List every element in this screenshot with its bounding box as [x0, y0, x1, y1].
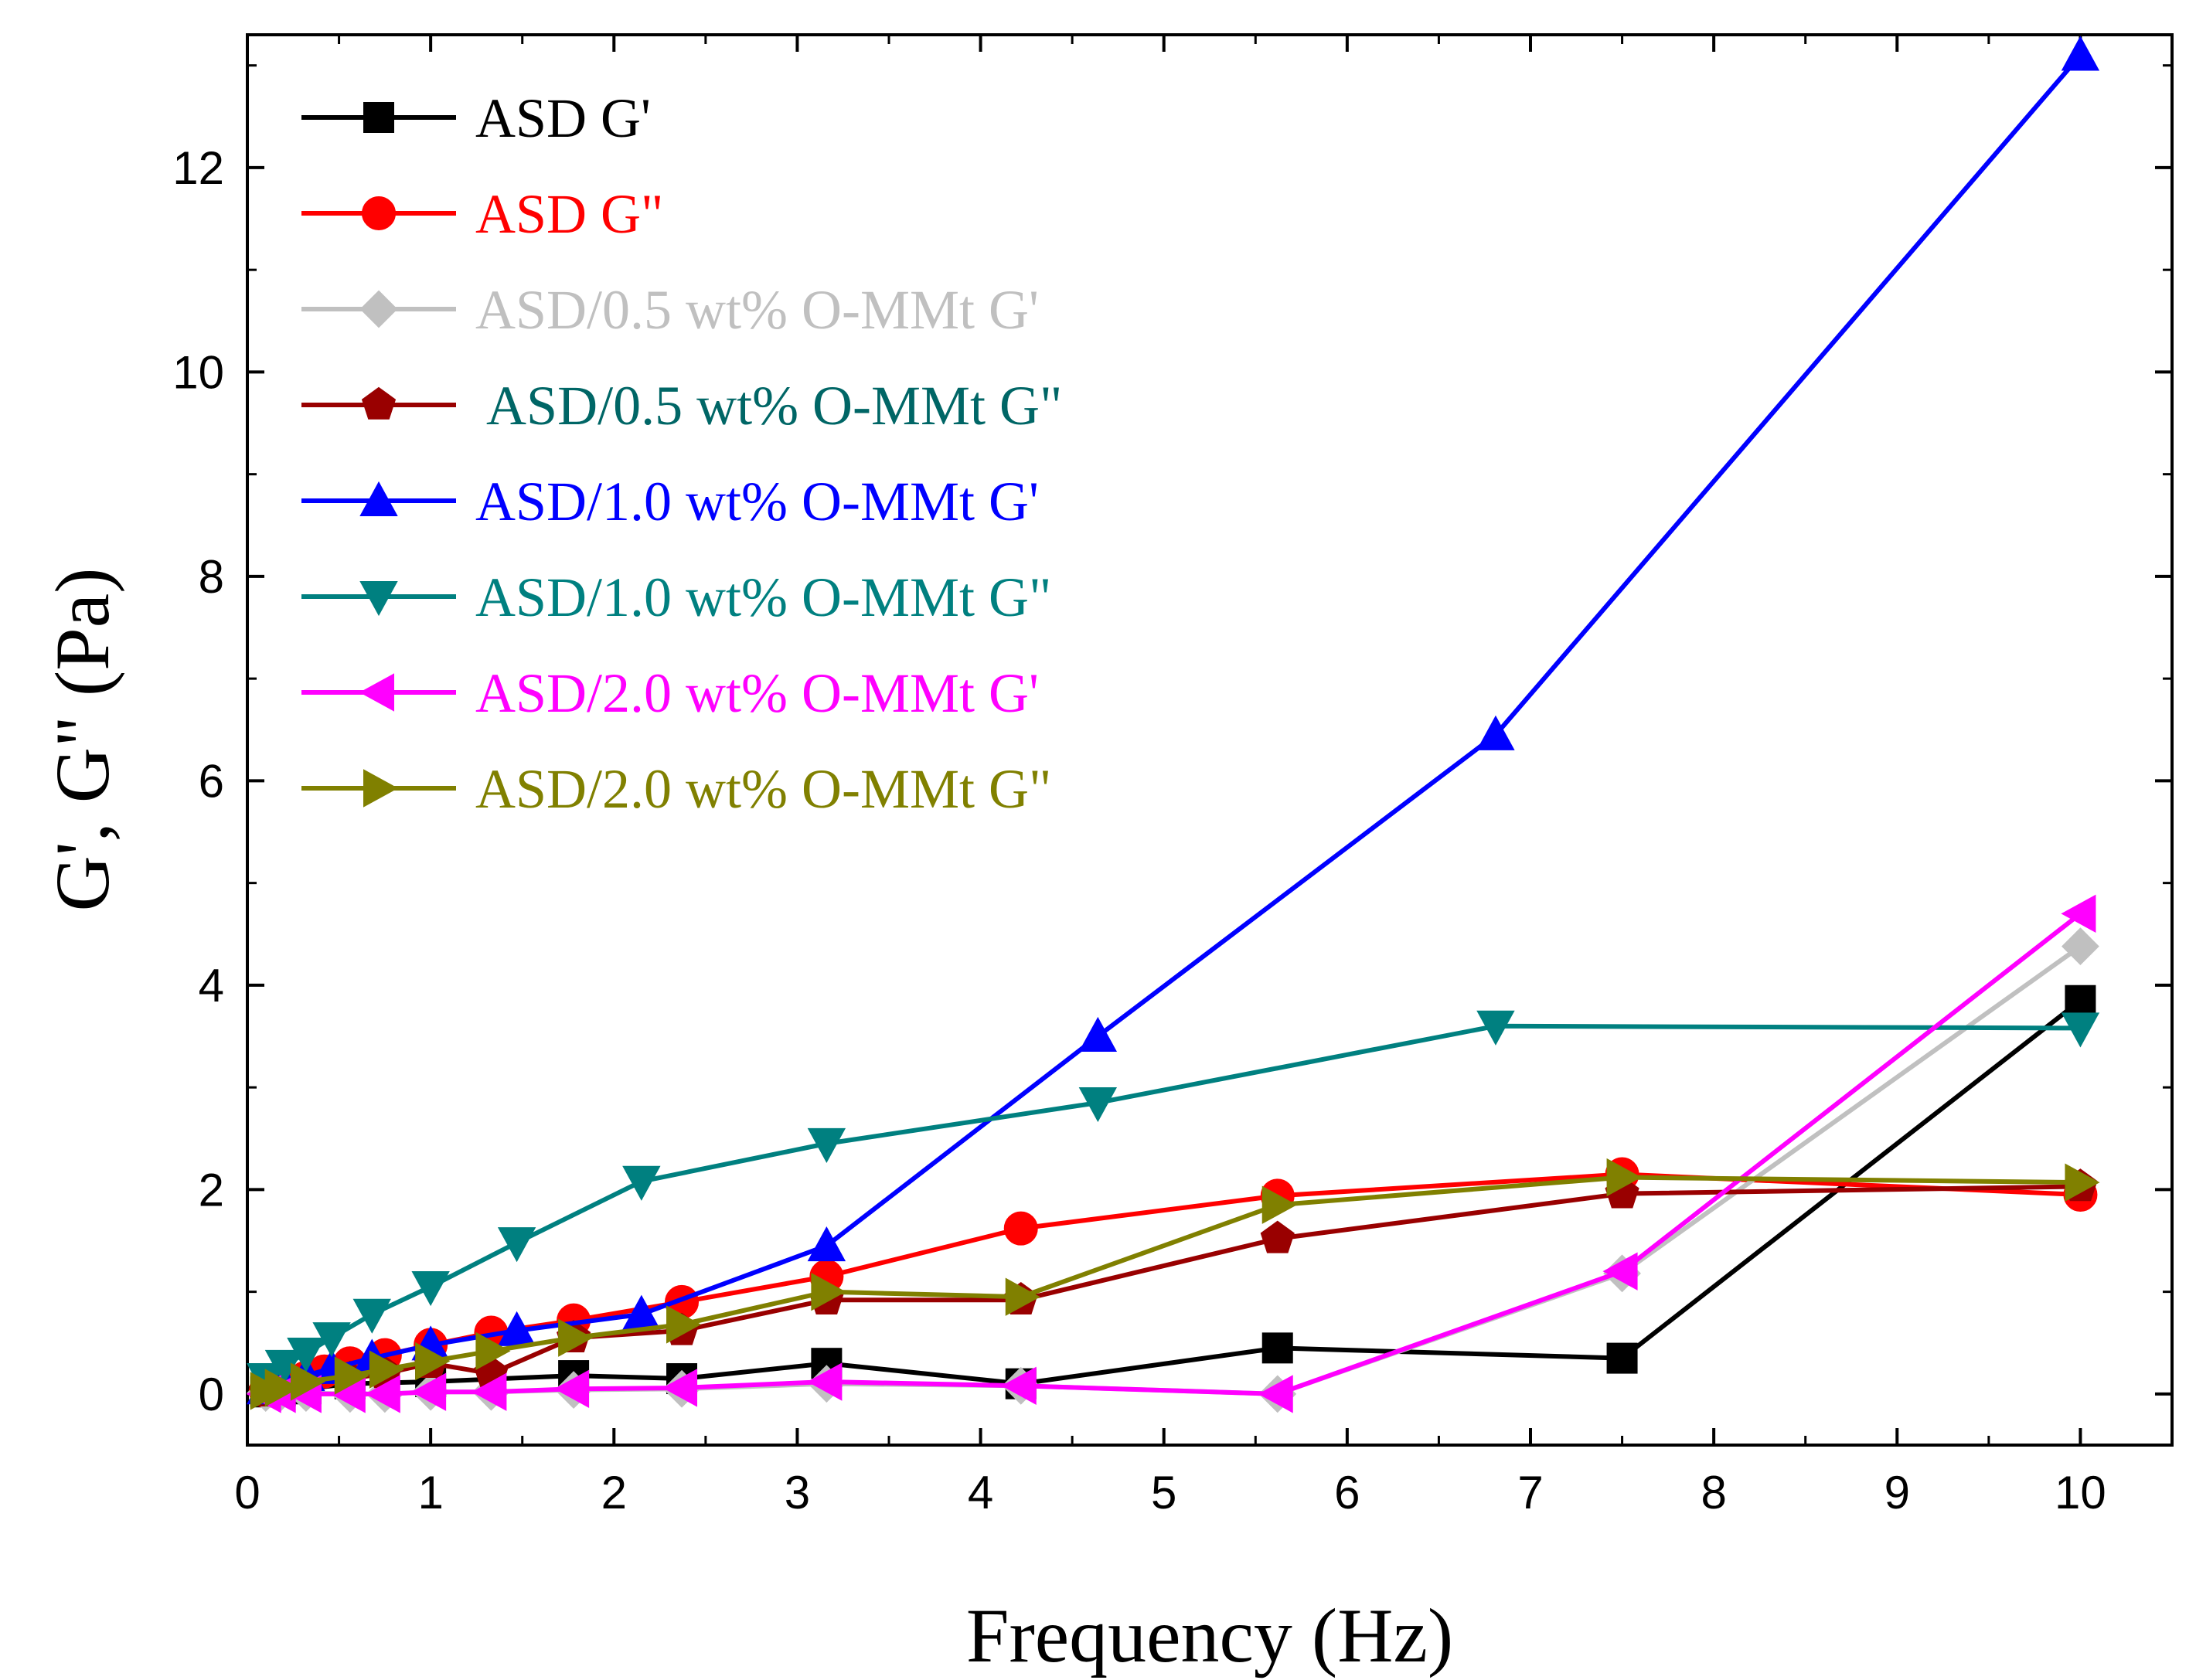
- data-point: [2061, 1012, 2100, 1048]
- data-point: [1001, 1366, 1037, 1405]
- series-line: [265, 911, 2082, 1396]
- data-point: [807, 1127, 846, 1163]
- legend-marker: [363, 102, 394, 133]
- data-point: [1261, 1332, 1293, 1364]
- legend-marker: [361, 386, 397, 420]
- data-point: [334, 1356, 369, 1395]
- y-tick-label: 12: [172, 142, 224, 194]
- data-point: [411, 1372, 447, 1411]
- data-point: [807, 1226, 846, 1262]
- data-point: [287, 1337, 325, 1373]
- legend-marker: [359, 290, 398, 328]
- x-tick-label: 6: [1334, 1467, 1360, 1518]
- legend-label: ASD/2.0 wt% O-MMt G': [475, 662, 1039, 724]
- series-layer: [246, 36, 2100, 1413]
- data-point: [365, 1375, 400, 1413]
- data-point: [1078, 1087, 1118, 1123]
- x-tick-label: 3: [785, 1467, 810, 1518]
- plot-frame: [246, 33, 2174, 1447]
- legend-label: ASD/0.5 wt% O-MMt G': [475, 279, 1039, 341]
- x-tick-label: 2: [601, 1467, 627, 1518]
- data-point: [1606, 1342, 1638, 1374]
- data-point: [2061, 36, 2100, 71]
- y-tick-label: 6: [199, 755, 224, 807]
- y-tick-label: 0: [199, 1369, 224, 1420]
- legend-item: ASD/0.5 wt% O-MMt G': [301, 279, 1039, 341]
- data-point: [662, 1369, 698, 1407]
- data-point: [666, 1305, 702, 1344]
- x-axis-title: Frequency (Hz): [966, 1593, 1453, 1678]
- y-tick-label: 10: [172, 346, 224, 398]
- legend-label: ASD/1.0 wt% O-MMt G": [475, 566, 1051, 628]
- data-point: [264, 1369, 300, 1407]
- series-line: [265, 998, 2082, 1395]
- legend-label: ASD/1.0 wt% O-MMt G': [475, 471, 1039, 532]
- series-7: [250, 1158, 2100, 1410]
- x-tick-label: 1: [417, 1467, 443, 1518]
- y-tick-label: 2: [199, 1164, 224, 1216]
- y-axis: 0 2 4 6 8 10 12: [172, 64, 2172, 1420]
- data-point: [1003, 1211, 1038, 1246]
- data-point: [497, 1227, 536, 1263]
- legend-marker: [359, 673, 394, 712]
- data-point: [1606, 1158, 1642, 1197]
- legend-item: ASD G": [301, 183, 663, 245]
- data-point: [415, 1342, 451, 1381]
- legend-label: ASD G": [475, 183, 663, 245]
- series-1: [248, 1157, 2098, 1408]
- data-point: [2065, 985, 2096, 1016]
- data-point: [352, 1298, 391, 1334]
- data-point: [807, 1362, 843, 1401]
- legend-item: ASD/2.0 wt% O-MMt G": [301, 758, 1051, 820]
- data-point: [1005, 1277, 1040, 1316]
- legend-marker: [362, 196, 396, 230]
- data-point: [1258, 1375, 1293, 1413]
- x-tick-label: 4: [968, 1467, 993, 1518]
- y-axis-title: G', G" (Pa): [39, 568, 125, 912]
- legend-label: ASD G': [475, 87, 651, 149]
- legend-item: ASD G': [301, 87, 651, 149]
- x-tick-label: 0: [234, 1467, 260, 1518]
- data-point: [312, 1322, 351, 1358]
- data-point: [558, 1318, 594, 1357]
- x-tick-label: 8: [1701, 1467, 1726, 1518]
- y-tick-label: 8: [199, 551, 224, 603]
- series-line: [264, 1172, 2081, 1393]
- data-point: [2065, 1163, 2100, 1202]
- legend-item: ASD/1.0 wt% O-MMt G': [301, 471, 1039, 532]
- data-point: [2062, 927, 2099, 966]
- data-point: [1476, 715, 1515, 750]
- legend-marker: [359, 481, 398, 516]
- x-tick-label: 5: [1151, 1467, 1176, 1518]
- x-tick-label: 10: [2055, 1467, 2106, 1518]
- x-axis: 0 1 2 3 4 5 6 7 8 9 10: [234, 35, 2106, 1518]
- data-point: [622, 1165, 661, 1201]
- data-point: [1602, 1252, 1638, 1291]
- legend-label: ASD/2.0 wt% O-MMt G": [475, 758, 1051, 820]
- data-point: [411, 1271, 450, 1307]
- x-tick-label: 7: [1517, 1467, 1543, 1518]
- legend-item: ASD/0.5 wt% O-MMt G": [301, 375, 1062, 437]
- data-point: [554, 1369, 590, 1408]
- legend-item: ASD/2.0 wt% O-MMt G': [301, 662, 1039, 724]
- y-tick-label: 4: [199, 960, 224, 1012]
- data-point: [472, 1372, 507, 1411]
- data-point: [1260, 1220, 1295, 1253]
- data-point: [811, 1272, 846, 1311]
- data-point: [1261, 1185, 1297, 1224]
- data-point: [1476, 1010, 1515, 1046]
- data-point: [2061, 894, 2096, 934]
- data-point: [290, 1362, 325, 1401]
- legend-marker: [363, 769, 399, 808]
- legend: ASD G' ASD G" ASD/0.5 wt% O-MMt G' ASD/0.5…: [301, 87, 1062, 820]
- legend-label: ASD/0.5 wt% O-MMt G": [475, 375, 1062, 437]
- legend-marker: [359, 581, 398, 617]
- data-point: [369, 1350, 404, 1389]
- data-point: [1078, 1016, 1118, 1053]
- legend-item: ASD/1.0 wt% O-MMt G": [301, 566, 1051, 628]
- x-tick-label: 9: [1884, 1467, 1910, 1518]
- data-point: [475, 1331, 511, 1371]
